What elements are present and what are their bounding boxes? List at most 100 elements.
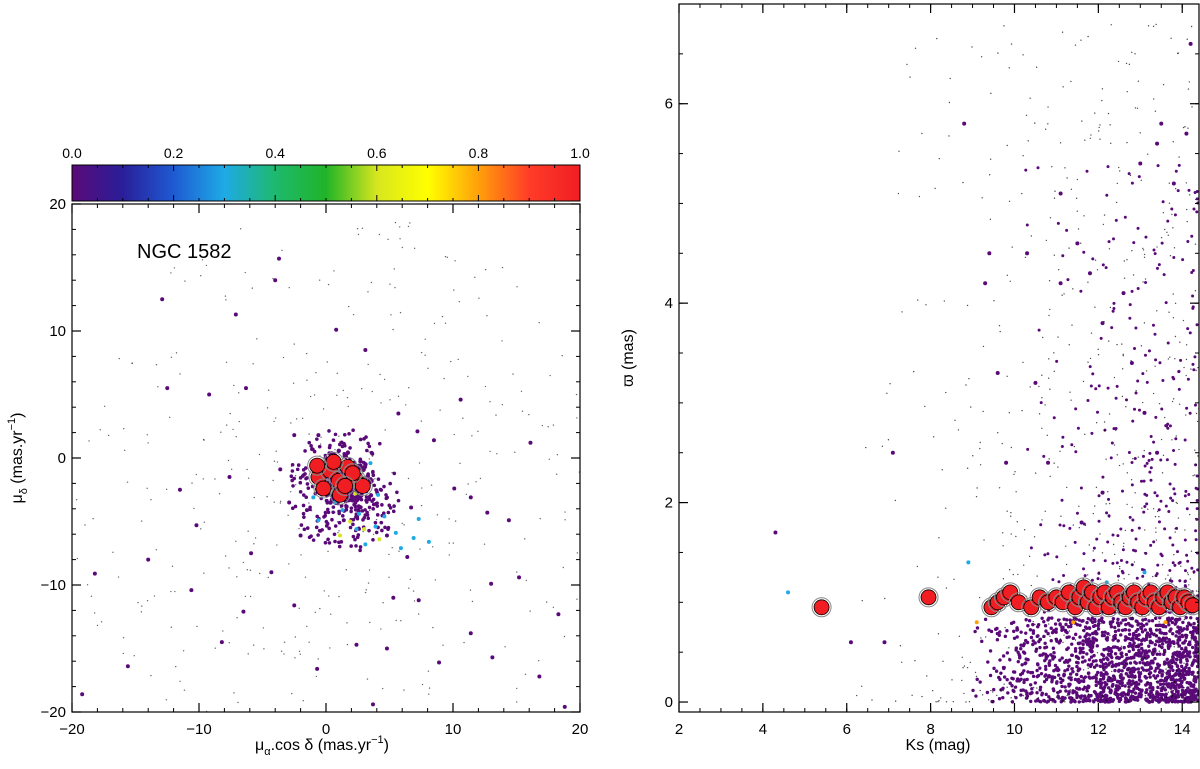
x-tick-label: 12 [1090,721,1107,738]
field-star [1174,681,1176,683]
field-star [1175,664,1180,669]
field-star [1098,698,1103,703]
field-star [1109,689,1113,693]
field-star [1149,628,1153,633]
field-star [1051,701,1053,703]
field-star [1078,526,1081,529]
field-star [1140,345,1143,347]
field-star [1120,669,1124,673]
field-star [1110,678,1114,683]
field-point [269,570,274,575]
field-star [1171,439,1173,441]
field-star [1184,529,1186,531]
field-star [1091,257,1095,261]
field-star [489,450,491,453]
field-star [1183,494,1187,498]
field-star [1145,380,1149,384]
field-star [581,593,582,594]
field-star [1002,665,1006,670]
field-star [1192,368,1196,372]
field-star [1187,696,1189,699]
field-star [600,575,601,576]
field-star [202,438,205,441]
scatter-points [773,41,1199,645]
field-star [1195,499,1199,503]
field-star [76,557,79,560]
field-star [1101,99,1103,102]
field-star [1122,353,1124,356]
field-star [1063,699,1065,702]
field-star [945,701,948,703]
field-star [408,587,410,589]
field-point [468,495,473,500]
field-star [871,699,873,701]
field-star [424,354,426,356]
field-star [1024,256,1027,258]
field-star [1164,578,1167,580]
field-star [1075,672,1079,677]
colorbar-ticks: 0.0 0.2 0.4 0.6 0.8 1.0 [62,145,590,201]
field-star [1014,648,1018,652]
field-star [279,500,282,503]
field-star [1047,106,1049,108]
field-star [1160,407,1164,411]
field-star [1185,648,1187,651]
field-star [454,260,456,262]
field-star [1022,694,1024,697]
member-halo [307,455,328,476]
field-star [1159,499,1163,503]
field-star [1172,689,1175,692]
field-star [1151,686,1155,690]
field-star [325,507,330,512]
field-point [1155,450,1160,455]
field-star [1116,686,1121,690]
field-star [1170,620,1175,625]
field-star [1068,526,1072,530]
field-point [1138,161,1143,166]
field-star [1064,689,1068,693]
field-star [1043,624,1048,628]
field-star [1157,263,1161,267]
field-star [1024,661,1028,665]
field-star [1081,698,1086,703]
field-star [1142,658,1145,660]
field-star [399,226,401,228]
y-tick-label: 20 [49,196,66,213]
member-point [315,480,332,497]
field-star [937,633,940,635]
field-star [1135,698,1140,702]
field-star [1101,677,1106,681]
field-star [1171,694,1174,697]
field-star [1106,699,1108,702]
field-star [1182,319,1185,322]
field-star [342,451,347,456]
field-star [1188,81,1191,83]
field-star [1131,250,1133,252]
field-star [921,695,923,698]
field-star [1177,370,1181,374]
field-star [1130,624,1134,628]
field-star [1164,228,1166,231]
field-star [548,458,551,460]
field-star [998,487,1001,489]
field-star [1053,622,1058,626]
field-star [1188,584,1190,586]
field-star [289,474,294,479]
y-tick-label: 4 [665,295,673,312]
field-star [367,444,372,449]
field-star [1167,509,1171,513]
field-star [122,652,124,655]
field-point [1188,41,1193,46]
field-star [1051,629,1056,634]
field-star [431,546,434,548]
field-star [299,523,304,527]
field-star [1071,676,1074,678]
field-star [1104,637,1109,641]
field-star [1131,647,1136,652]
field-star [1171,677,1175,682]
field-point [273,278,278,283]
field-star [1035,691,1039,695]
field-star [1152,25,1155,28]
field-star [1036,166,1040,170]
